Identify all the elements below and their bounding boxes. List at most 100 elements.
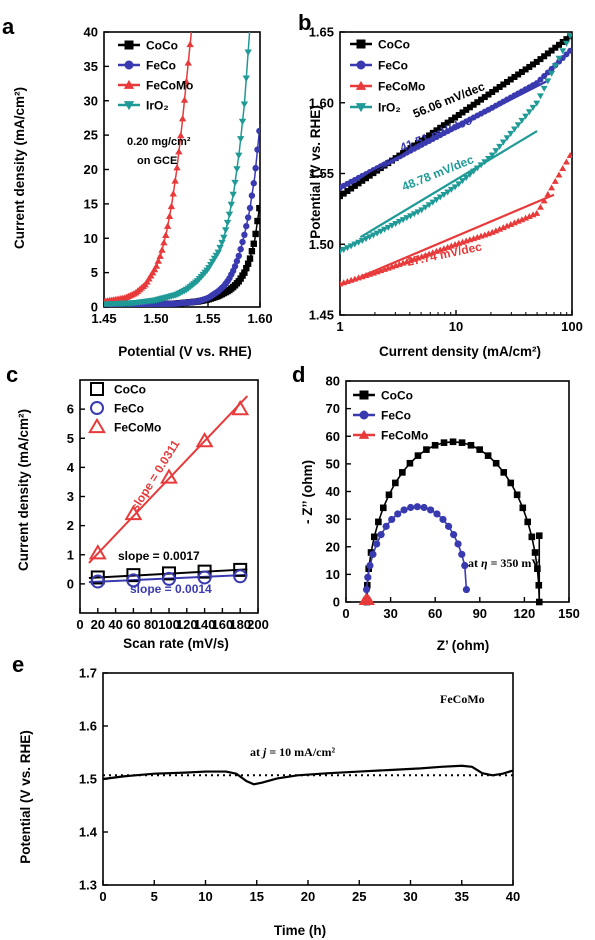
legend-label-series-feco: FeCo [378,59,408,73]
y-axis-title: Potential (V vs. RHE) [18,730,33,864]
point-series-iro [529,104,537,111]
point-series-fecomo [496,225,504,232]
y-tick-label: 1.60 [309,95,334,110]
point-series-fecomo [88,544,107,560]
slope-label: 27.74 mV/dec [406,239,484,269]
point-series-coco [126,568,141,583]
point-series-coco [535,532,543,539]
annotation-text: = 350 mV [488,556,541,570]
point-series-coco [256,204,260,212]
point-series-coco [162,566,176,581]
y-tick-label: 1.3 [79,878,97,893]
series-label: FeCoMo [440,692,485,706]
legend-marker-series-coco [90,382,104,396]
point-series-fecomo [529,211,537,218]
panel-letter-e: e [12,652,24,677]
point-series-fecomo [150,265,159,273]
x-tick-label: 10 [449,319,463,334]
point-series-iro [522,113,530,120]
point-series-fecomo [156,252,164,259]
point-series-feco [243,222,250,230]
point-series-fecomo [162,231,170,238]
point-series-feco [366,561,374,570]
legend-marker-series-fecomo [88,417,106,434]
point-series-coco [524,518,532,526]
point-series-iro [407,213,414,220]
point-series-coco [355,180,362,187]
point-series-coco [429,129,436,136]
point-series-iro [503,135,511,142]
legend-marker-series-feco [90,401,104,415]
annotation-text: = 10 mA/cm² [266,745,335,759]
point-series-coco [375,518,382,526]
x-tick-label: 0 [342,606,349,621]
point-series-fecomo [195,431,214,448]
point-series-coco [241,269,248,276]
point-series-feco [362,585,371,594]
point-series-feco [233,257,241,265]
point-series-iro [540,85,548,92]
point-series-iro [536,93,544,100]
point-series-iro [347,243,355,250]
point-series-feco [439,515,447,524]
point-series-feco [433,510,441,518]
point-series-iro [231,179,239,187]
point-series-coco [513,491,521,499]
fit-line [88,395,249,564]
legend-label-series-iro: IrO₂ [146,99,169,113]
x-tick-label: 100 [561,319,583,334]
point-series-feco [250,180,257,187]
point-series-fecomo [163,222,172,229]
point-series-iro [421,204,429,211]
x-tick-label: 30 [403,889,417,904]
slope-label: slope = 0.0014 [130,582,212,596]
panel-letter-d: d [292,362,305,387]
point-series-feco [420,503,428,512]
point-series-coco [348,185,355,192]
point-series-iro [444,189,452,196]
y-tick-label: 35 [84,59,98,74]
point-series-fecomo [165,212,174,219]
point-series-fecomo [178,114,187,122]
legend-marker-series-fecomo [358,429,370,439]
point-series-feco [252,164,259,172]
point-series-fecomo [522,214,530,221]
point-series-coco [449,438,457,446]
panel-letter-c: c [6,362,18,387]
point-series-coco [563,36,570,43]
point-series-iro [511,126,518,133]
point-series-iro [559,48,567,55]
point-series-fecomo [488,228,496,235]
point-series-coco [406,459,414,467]
y-axis-title: Current density (mA/cm²) [12,87,27,249]
point-series-feco [90,574,105,589]
point-series-feco [377,531,385,539]
point-series-coco [340,190,347,197]
point-series-fecomo [175,147,183,155]
y-tick-label: 50 [326,456,340,471]
point-series-fecomo [514,217,522,224]
point-series-iro [340,248,344,255]
y-tick-label: 40 [326,484,340,499]
x-tick-label: 80 [144,617,158,632]
x-tick-label: 60 [126,617,140,632]
legend-label-series-coco: CoCo [114,383,146,397]
x-tick-label: 140 [194,617,216,632]
x-axis-title: Scan rate (mV/s) [123,636,229,651]
point-series-feco [382,522,390,530]
point-series-coco [254,217,260,225]
point-series-feco [444,522,453,530]
panel-c: c Current density (mA/cm²) Scan rate (mV… [6,362,269,651]
point-series-coco [252,230,259,238]
point-series-feco [231,263,239,270]
x-tick-label: 1 [336,319,343,334]
plot-area: 0 30 60 90 120 150 0 10 20 30 40 50 60 70 80 CoCo FeCo Fe… [326,374,580,622]
x-tick-label: 90 [473,606,487,621]
x-axis-title: Z’ (ohm) [437,638,490,653]
point-series-iro [233,166,241,173]
point-series-coco [246,255,254,262]
point-series-iro [499,139,507,146]
y-tick-label: 30 [326,512,340,527]
point-series-iro [462,174,470,181]
